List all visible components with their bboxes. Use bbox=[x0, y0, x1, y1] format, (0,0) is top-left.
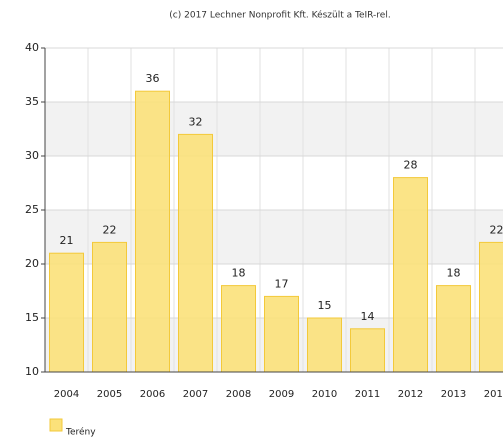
x-tick-label: 2010 bbox=[312, 389, 337, 400]
bar bbox=[221, 285, 256, 373]
x-tick-label: 2009 bbox=[269, 389, 294, 400]
grid-band bbox=[45, 102, 503, 156]
x-tick-label: 2005 bbox=[97, 389, 122, 400]
bar bbox=[92, 241, 127, 373]
value-label: 22 bbox=[103, 223, 117, 236]
value-label: 36 bbox=[146, 72, 160, 85]
x-tick-label: 2008 bbox=[226, 389, 251, 400]
bar bbox=[350, 328, 385, 373]
x-tick-label: 2004 bbox=[54, 389, 79, 400]
value-label: 22 bbox=[490, 223, 503, 236]
bar bbox=[49, 252, 84, 373]
value-label: 18 bbox=[447, 267, 461, 280]
value-label: 28 bbox=[404, 159, 418, 172]
bar bbox=[135, 90, 170, 373]
value-label: 18 bbox=[232, 267, 246, 280]
value-label: 21 bbox=[60, 234, 74, 247]
bar bbox=[264, 295, 299, 373]
value-label: 17 bbox=[275, 277, 289, 290]
chart-title: (c) 2017 Lechner Nonprofit Kft. Készült … bbox=[169, 10, 390, 21]
y-tick-label: 30 bbox=[25, 149, 39, 162]
y-tick-label: 20 bbox=[25, 257, 39, 270]
y-tick-label: 40 bbox=[25, 41, 39, 54]
y-tick-label: 15 bbox=[25, 311, 39, 324]
x-tick-label: 2007 bbox=[183, 389, 208, 400]
value-label: 32 bbox=[189, 115, 203, 128]
y-tick-label: 25 bbox=[25, 203, 39, 216]
x-tick-label: 2013 bbox=[441, 389, 466, 400]
bar bbox=[178, 133, 213, 373]
legend-swatch bbox=[49, 418, 63, 432]
y-tick-label: 10 bbox=[25, 365, 39, 378]
x-tick-label: 2012 bbox=[398, 389, 423, 400]
x-tick-label: 2006 bbox=[140, 389, 165, 400]
bar bbox=[393, 177, 428, 373]
y-tick-label: 35 bbox=[25, 95, 39, 108]
bar bbox=[307, 317, 342, 373]
bar bbox=[479, 241, 503, 373]
value-label: 14 bbox=[361, 310, 375, 323]
value-label: 15 bbox=[318, 299, 332, 312]
x-tick-label: 2011 bbox=[355, 389, 380, 400]
x-tick-label: 2014 bbox=[484, 389, 503, 400]
bar bbox=[436, 285, 471, 373]
legend-label: Terény bbox=[65, 427, 96, 438]
